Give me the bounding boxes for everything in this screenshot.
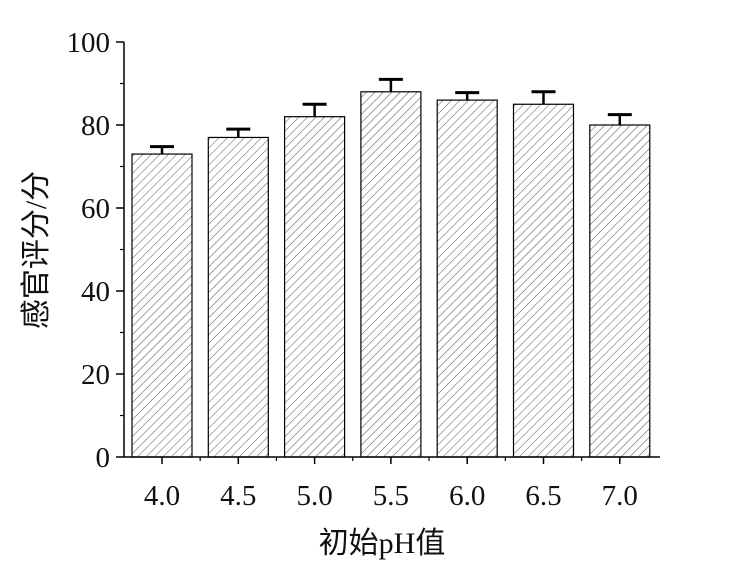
bars-layer <box>131 77 651 458</box>
y-tick-label: 20 <box>81 359 110 391</box>
y-tick-label: 100 <box>67 27 111 59</box>
bar <box>512 103 575 458</box>
bar <box>207 136 269 458</box>
y-tick-label: 60 <box>81 193 110 225</box>
y-tick-label: 0 <box>96 442 111 474</box>
x-tick-label: 5.5 <box>373 480 409 512</box>
x-tick-label: 6.5 <box>525 480 561 512</box>
axes-layer: 4.0 4.5 5.0 5.5 6.0 6.5 7.0 0 20 40 60 80 100 <box>67 27 660 512</box>
y-tick-label: 80 <box>81 110 110 142</box>
x-axis-title: 初始pH值 <box>319 527 446 560</box>
bar <box>436 99 498 458</box>
y-axis-title: 感官评分/分 <box>20 171 53 329</box>
x-tick-label: 4.5 <box>220 480 256 512</box>
x-tick-label: 6.0 <box>449 480 485 512</box>
bar <box>131 153 193 458</box>
bar <box>589 124 651 458</box>
y-tick-label: 40 <box>81 276 110 308</box>
x-tick-label: 5.0 <box>296 480 332 512</box>
bar <box>284 116 346 458</box>
x-tick-label: 4.0 <box>144 480 180 512</box>
bar <box>360 91 422 458</box>
x-tick-label: 7.0 <box>602 480 638 512</box>
